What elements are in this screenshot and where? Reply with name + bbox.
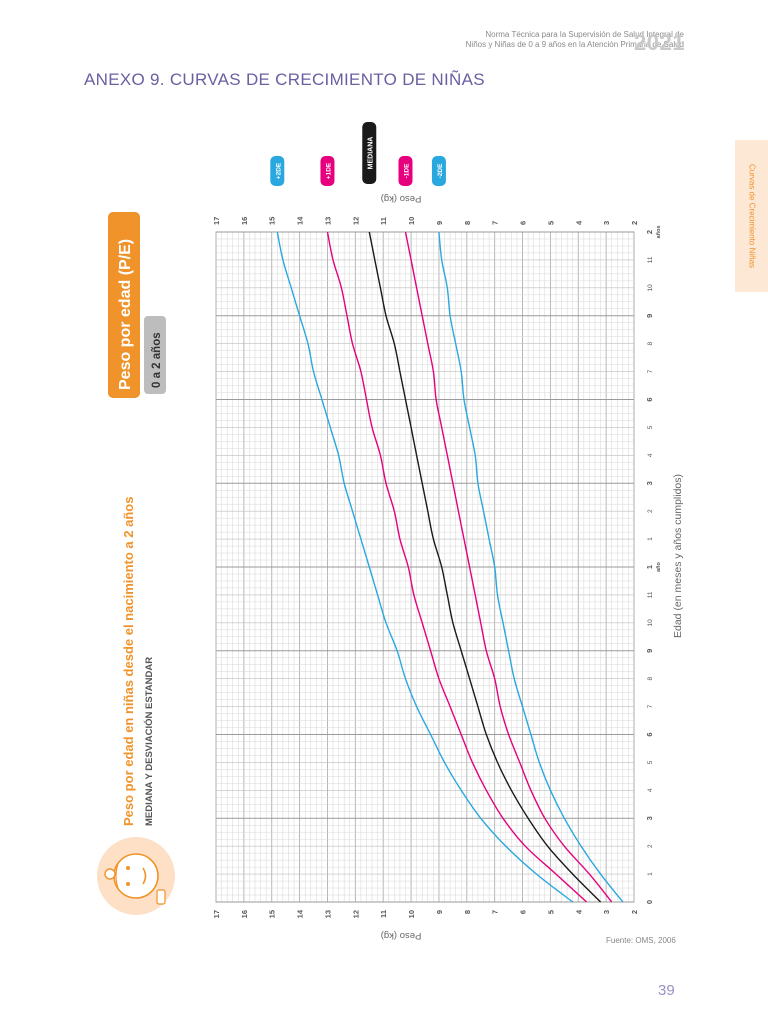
x-tick-label: 8: [647, 341, 654, 345]
series-line-1de: [404, 231, 613, 903]
y-tick-label: 4: [574, 220, 583, 225]
y-tick-label: 5: [546, 910, 555, 914]
y-tick-label: 3: [602, 910, 611, 914]
chart-ticks: 2233445566778899101011111212131314141515…: [212, 216, 662, 919]
x-tick-label: 2: [645, 230, 654, 234]
x-tick-label: 5: [647, 760, 654, 764]
series-label-text: +1DE: [325, 162, 332, 179]
x-tick-label: 3: [645, 816, 654, 820]
y-tick-label: 14: [296, 216, 305, 225]
y-tick-label: 12: [351, 910, 360, 918]
x-tick-label: 10: [647, 284, 654, 292]
series-label-text: +2DE: [275, 162, 282, 179]
y-tick-label: 13: [323, 910, 332, 918]
y-tick-label: 12: [351, 217, 360, 225]
y-tick-label: 9: [435, 910, 444, 914]
x-tick-label: 1: [647, 537, 654, 541]
chart-grid: [215, 231, 635, 903]
header-line-1: Norma Técnica para la Supervisión de Sal…: [485, 30, 684, 39]
x-tick-label: 0: [645, 900, 654, 904]
series-label-text: MEDIANA: [367, 137, 374, 170]
y-tick-label: 6: [519, 221, 528, 225]
y-tick-label: 11: [379, 910, 388, 918]
y-tick-label: 14: [296, 909, 305, 918]
header-year: 2021: [634, 30, 685, 55]
x-tick-label: 9: [645, 314, 654, 318]
series-labels: +2DE +1DE MEDIANA -1DE -2DE: [270, 122, 446, 186]
y-tick-label: 10: [407, 217, 416, 225]
page-title: ANEXO 9. CURVAS DE CRECIMIENTO DE NIÑAS: [84, 70, 485, 89]
x-tick-label: 10: [647, 619, 654, 627]
series-line-1de: [326, 231, 588, 903]
y-tick-label: 7: [491, 221, 500, 225]
x-tick-label: 4: [647, 788, 654, 792]
x-tick-year-label: años: [656, 226, 662, 239]
y-tick-label: 15: [268, 217, 277, 225]
chart-title: Peso por edad en niñas desde el nacimien…: [121, 497, 136, 826]
series-line-mediana: [368, 231, 602, 903]
x-tick-label: 3: [645, 481, 654, 485]
age-range-label: 0 a 2 años: [151, 332, 163, 388]
x-tick-label: 1: [645, 565, 654, 569]
y-tick-label: 6: [519, 910, 528, 914]
y-tick-label: 16: [240, 910, 249, 918]
x-tick-label: 2: [647, 509, 654, 513]
y-axis-label-top: Peso (kg): [381, 193, 422, 204]
baby-face-icon: [97, 837, 175, 915]
x-tick-label: 4: [647, 453, 654, 457]
y-tick-label: 8: [463, 910, 472, 914]
age-range-badge: 0 a 2 años: [144, 316, 166, 394]
x-axis-label: Edad (en meses y años cumplidos): [672, 474, 684, 638]
y-tick-label: 4: [574, 909, 583, 914]
x-tick-label: 9: [645, 649, 654, 653]
indicator-badge-label: Peso por edad (P/E): [117, 239, 134, 390]
chart-subtitle: MEDIANA Y DESVIACIÓN ESTANDAR: [143, 657, 155, 826]
x-tick-label: 1: [647, 872, 654, 876]
chart-series-lines: [276, 231, 624, 903]
page-number: 39: [658, 982, 675, 999]
y-tick-label: 17: [212, 217, 221, 225]
series-label-pill: [431, 156, 446, 186]
series-label-pill: [362, 122, 377, 184]
series-label-text: -1DE: [403, 163, 410, 178]
series-line-2de: [276, 231, 574, 903]
indicator-badge: Peso por edad (P/E): [108, 212, 140, 398]
header-line-2: Niños y Niñas de 0 a 9 años en la Atenci…: [465, 40, 684, 49]
chart-source: Fuente: OMS, 2006: [606, 936, 676, 945]
y-tick-label: 11: [379, 217, 388, 225]
x-tick-label: 7: [647, 704, 654, 708]
y-tick-label: 3: [602, 221, 611, 225]
series-label-text: -2DE: [437, 163, 444, 178]
y-tick-label: 2: [630, 910, 639, 914]
x-tick-year-label: año: [656, 561, 662, 571]
y-tick-label: 15: [268, 910, 277, 918]
section-side-tab: Curvas de Crecimiento Niñas: [735, 140, 768, 292]
series-label-pill: [270, 156, 285, 186]
y-tick-label: 17: [212, 910, 221, 918]
series-line-2de: [438, 231, 624, 903]
y-tick-label: 13: [323, 217, 332, 225]
x-tick-label: 8: [647, 676, 654, 680]
x-tick-label: 11: [647, 256, 654, 263]
x-tick-label: 6: [645, 732, 654, 736]
y-tick-label: 16: [240, 217, 249, 225]
y-tick-label: 9: [435, 221, 444, 225]
series-label-pill: [398, 156, 413, 186]
y-tick-label: 2: [630, 221, 639, 225]
document-header: Norma Técnica para la Supervisión de Sal…: [466, 30, 684, 50]
x-tick-label: 11: [647, 591, 654, 598]
x-tick-label: 7: [647, 369, 654, 373]
chart-title-group: Peso por edad en niñas desde el nacimien…: [121, 497, 155, 826]
y-tick-label: 7: [491, 910, 500, 914]
y-tick-label: 5: [546, 221, 555, 225]
x-tick-label: 2: [647, 844, 654, 848]
y-axis-label-bottom: Peso (kg): [381, 930, 422, 941]
series-label-pill: [320, 156, 335, 186]
y-tick-label: 8: [463, 221, 472, 225]
x-tick-label: 6: [645, 397, 654, 401]
x-tick-label: 5: [647, 425, 654, 429]
y-tick-label: 10: [407, 910, 416, 918]
